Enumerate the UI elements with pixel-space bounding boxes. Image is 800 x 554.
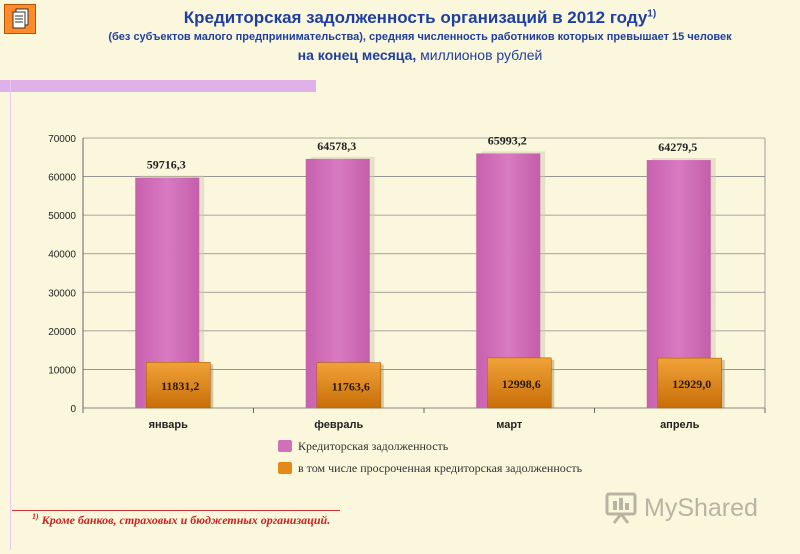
legend-label-series-1: Кредиторская задолженность	[298, 438, 449, 453]
y-tick-label: 50000	[48, 211, 76, 222]
x-category-label: март	[496, 419, 523, 431]
chart-subtitle: (без субъектов малого предпринимательств…	[108, 31, 732, 43]
data-label-series-1: 59716,3	[147, 158, 186, 172]
chart-title-text: Кредиторская задолженность организаций в…	[183, 8, 648, 27]
footnote: 1) Кроме банков, страховых и бюджетных о…	[32, 512, 330, 528]
x-category-label: апрель	[660, 419, 700, 431]
bar-prosrochennaya	[316, 362, 382, 409]
y-tick-label: 60000	[48, 173, 76, 184]
y-tick-label: 10000	[48, 365, 76, 376]
bar-prosrochennaya	[657, 357, 723, 409]
data-label-series-2: 11831,2	[161, 379, 199, 393]
y-tick-label: 20000	[48, 327, 76, 338]
data-label-series-1: 65993,2	[488, 133, 527, 147]
legend-swatch-series-1	[278, 440, 292, 452]
footnote-divider	[12, 510, 340, 511]
data-label-series-2: 11763,6	[332, 379, 370, 393]
legend-swatch-series-2	[278, 462, 292, 474]
y-tick-label: 30000	[48, 288, 76, 299]
bar-prosrochennaya	[145, 362, 211, 409]
y-tick-label: 0	[70, 404, 76, 415]
data-label-series-2: 12998,6	[502, 377, 541, 391]
x-category-label: январь	[149, 419, 189, 431]
footnote-marker: 1)	[32, 512, 39, 521]
legend-item-series-2: в том числе просроченная кредиторская за…	[278, 459, 582, 477]
chart-units: на конец месяца, миллионов рублей	[40, 47, 800, 63]
document-icon[interactable]	[4, 4, 36, 34]
y-tick-label: 70000	[48, 134, 76, 145]
logo-text: MyShared	[644, 493, 758, 522]
chart-title: Кредиторская задолженность организаций в…	[40, 8, 800, 28]
chart-legend: Кредиторская задолженность в том числе п…	[278, 437, 582, 481]
legend-item-series-1: Кредиторская задолженность	[278, 437, 582, 455]
bar-prosrochennaya	[486, 357, 552, 409]
title-footnote-marker: 1)	[647, 8, 657, 20]
units-rest: миллионов рублей	[416, 47, 543, 63]
watermark-logo: MyShared	[604, 490, 758, 526]
presentation-board-icon	[605, 492, 637, 524]
footnote-text: Кроме банков, страховых и бюджетных орга…	[38, 513, 331, 527]
decorative-vertical-line	[10, 80, 11, 550]
data-label-series-1: 64578,3	[317, 139, 356, 153]
data-label-series-2: 12929,0	[672, 377, 711, 391]
legend-label-series-2: в том числе просроченная кредиторская за…	[298, 460, 583, 475]
x-category-label: февраль	[314, 419, 363, 431]
units-bold: на конец месяца,	[297, 47, 417, 63]
y-tick-label: 40000	[48, 250, 76, 261]
data-label-series-1: 64279,5	[658, 140, 697, 154]
decorative-bar	[0, 80, 316, 92]
